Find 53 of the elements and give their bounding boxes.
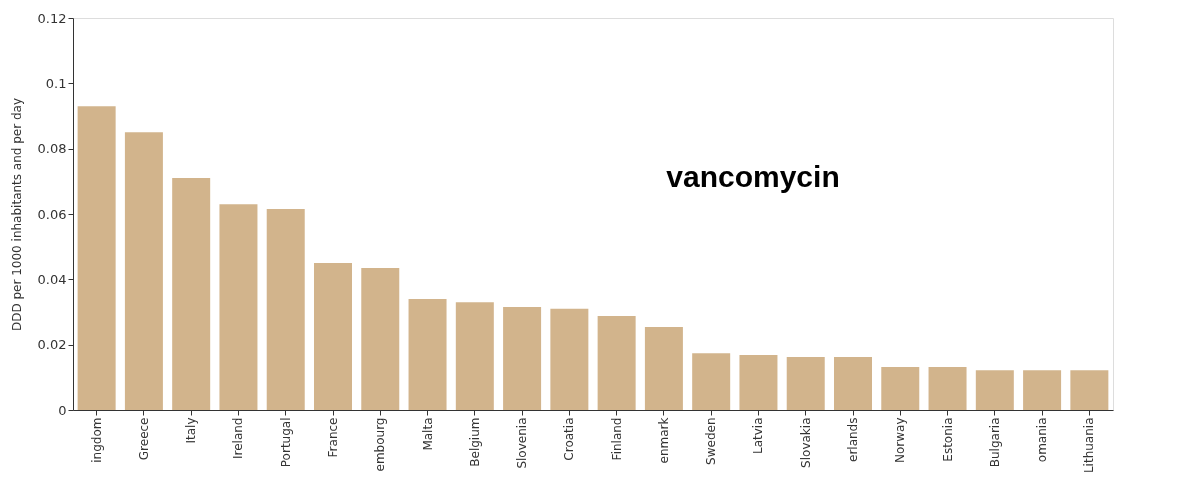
x-tick-label: Bulgaria	[987, 417, 1002, 468]
annotation: vancomycin	[666, 160, 840, 193]
bar	[219, 204, 258, 410]
x-tick-label: ingdom	[89, 417, 104, 463]
x-tick-label: Portugal	[278, 417, 293, 468]
x-tick-label: Slovakia	[798, 417, 813, 468]
x-tick-label: Italy	[184, 417, 199, 444]
bar	[408, 298, 447, 410]
bar	[124, 132, 163, 410]
x-tick-label: omania	[1035, 417, 1050, 463]
y-tick-label: 0.08	[37, 141, 67, 157]
bar	[597, 315, 636, 410]
x-tick-label: enmark	[656, 417, 671, 464]
bar	[786, 357, 825, 410]
y-tick-label: 0.12	[37, 10, 67, 26]
y-tick-label: 0.06	[37, 206, 67, 222]
x-tick-label: Norway	[893, 417, 908, 464]
bar	[361, 267, 400, 410]
x-tick-label: Malta	[420, 417, 435, 451]
bar	[455, 302, 494, 410]
bar	[314, 263, 352, 410]
bar	[881, 366, 920, 410]
bar	[834, 357, 872, 410]
x-tick-label: Finland	[609, 417, 624, 461]
bar	[550, 308, 589, 410]
bar	[692, 353, 731, 410]
x-tick-label: France	[326, 417, 340, 458]
x-tick-label: erlands	[846, 417, 860, 462]
x-tick-label: Ireland	[231, 417, 246, 460]
x-tick-label: Belgium	[467, 417, 482, 467]
y-axis-title: DDD per 1000 inhabitants and per day	[9, 97, 24, 332]
bar	[928, 366, 967, 410]
bar	[503, 307, 542, 410]
x-tick-label: Greece	[136, 417, 151, 461]
bar	[77, 106, 116, 410]
y-tick-label: 0	[58, 402, 67, 418]
bar	[266, 209, 305, 410]
bar	[172, 178, 211, 410]
y-tick-label: 0.02	[37, 337, 67, 353]
bar	[644, 327, 683, 410]
x-tick-label: Lithuania	[1082, 417, 1097, 474]
bar	[975, 370, 1014, 410]
x-tick-label: Sweden	[704, 417, 719, 465]
x-tick-label: Estonia	[940, 417, 955, 462]
x-tick-label: Slovenia	[515, 417, 530, 469]
bar	[1070, 370, 1109, 410]
y-tick-label: 0.1	[45, 75, 67, 91]
y-tick-label: 0.04	[37, 271, 67, 287]
x-tick-label: Latvia	[751, 417, 766, 455]
bar	[1023, 370, 1062, 410]
x-tick-label: Croatia	[562, 417, 577, 461]
x-tick-label: embourg	[373, 417, 388, 472]
bar	[739, 355, 778, 410]
